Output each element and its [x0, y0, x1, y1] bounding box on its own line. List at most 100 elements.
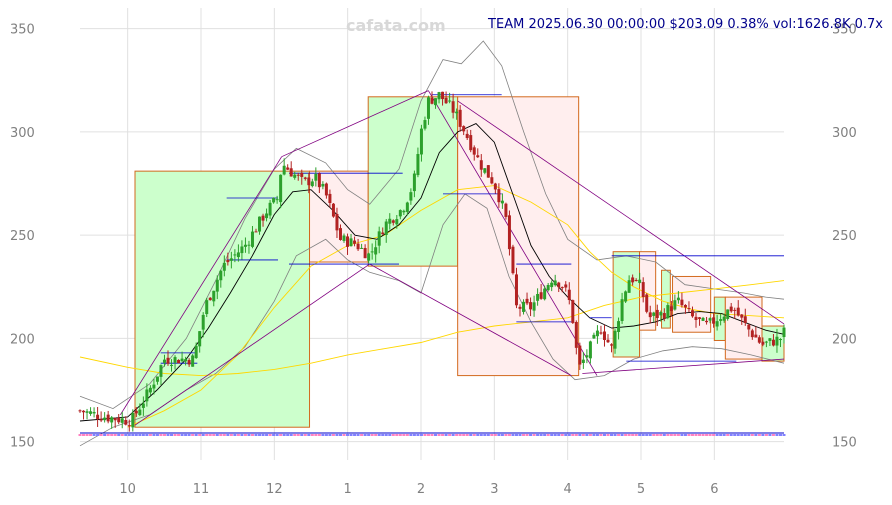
candle-up [85, 411, 89, 413]
candle-up [272, 198, 276, 203]
candle-up [205, 300, 209, 315]
candle-up [310, 181, 314, 187]
candle-down [634, 280, 638, 282]
candle-down [346, 236, 350, 247]
candle-up [543, 288, 547, 300]
candle-up [148, 387, 152, 393]
candle-down [381, 232, 385, 235]
candle-up [247, 244, 251, 246]
candle-up [550, 282, 554, 288]
candle-up [620, 299, 624, 322]
candle-down [511, 246, 515, 274]
candle-down [564, 284, 568, 288]
candle-down [441, 91, 445, 100]
candle-up [532, 302, 536, 311]
candle-down [458, 109, 462, 127]
trendline [281, 90, 429, 158]
candle-up [314, 173, 318, 181]
candle-up [426, 97, 430, 119]
candle-up [402, 210, 406, 213]
candle-up [170, 364, 174, 366]
candle-up [258, 216, 262, 232]
x-tick-label: 2 [417, 482, 425, 497]
candle-up [423, 120, 427, 129]
candle-down [363, 248, 367, 259]
candle-down [166, 357, 170, 364]
candle-down [694, 316, 698, 320]
candle-up [384, 221, 388, 236]
candle-up [782, 327, 786, 338]
candle-up [180, 358, 184, 362]
candle-down [300, 172, 304, 177]
candle-down [99, 419, 103, 421]
y-tick-label-left: 200 [10, 332, 35, 347]
candle-up [409, 192, 413, 201]
candle-down [648, 312, 652, 318]
candle-down [451, 101, 455, 113]
candle-down [754, 334, 758, 338]
candle-down [687, 308, 691, 310]
candle-up [483, 168, 487, 173]
trendline [134, 263, 370, 426]
candle-down [317, 173, 321, 188]
candle-down [539, 292, 543, 299]
boxes [134, 96, 785, 428]
candle-up [617, 321, 621, 332]
candle-up [536, 293, 540, 301]
candle-up [321, 183, 325, 187]
candle-up [103, 417, 107, 421]
candle-up [349, 238, 353, 247]
x-axis: 10 11 12 1 2 3 4 5 6 [119, 482, 718, 497]
trendlines [119, 90, 785, 426]
trendline [427, 90, 598, 376]
candle-down [117, 417, 121, 423]
candle-up [201, 314, 205, 330]
ticker-info: TEAM 2025.06.30 00:00:00 $203.09 0.38% v… [488, 17, 883, 32]
candle-up [778, 339, 782, 341]
candle-down [303, 177, 307, 179]
candle-up [275, 199, 279, 201]
candle-down [226, 259, 230, 263]
candle-up [293, 174, 297, 178]
candle-up [666, 305, 670, 318]
candle-down [254, 231, 258, 233]
x-tick-label: 5 [637, 482, 645, 497]
candle-up [638, 279, 642, 283]
candle-down [736, 307, 740, 316]
candle-down [578, 345, 582, 365]
candle-up [377, 231, 381, 246]
candle-down [465, 133, 469, 139]
candle-up [236, 252, 240, 258]
x-tick-label: 3 [490, 482, 498, 497]
candle-up [455, 111, 459, 114]
range-box-down [672, 275, 712, 333]
candle-down [518, 306, 522, 309]
y-tick-label-right: 200 [832, 332, 857, 347]
x-tick-label: 12 [266, 482, 283, 497]
candle-up [395, 219, 399, 225]
candle-up [708, 318, 712, 321]
candle-up [360, 247, 364, 249]
candle-up [627, 280, 631, 293]
candle-up [585, 355, 589, 358]
candle-up [500, 200, 504, 204]
candle-down [286, 167, 290, 170]
candle-up [120, 418, 124, 423]
y-tick-label-right: 350 [832, 23, 857, 38]
candle-up [250, 231, 254, 247]
trendline [119, 156, 283, 416]
bands [79, 40, 785, 447]
y-tick-label-right: 150 [832, 436, 857, 451]
candle-up [522, 301, 526, 312]
candle-up [398, 210, 402, 217]
candle-down [662, 313, 666, 319]
candle-up [191, 355, 195, 367]
candle-down [733, 309, 737, 311]
candle-down [655, 309, 659, 319]
candle-down [712, 317, 716, 324]
x-tick-label: 6 [710, 482, 718, 497]
candle-up [434, 98, 438, 106]
candle-down [680, 299, 684, 306]
candle-up [659, 312, 663, 316]
y-tick-label-left: 250 [10, 229, 35, 244]
